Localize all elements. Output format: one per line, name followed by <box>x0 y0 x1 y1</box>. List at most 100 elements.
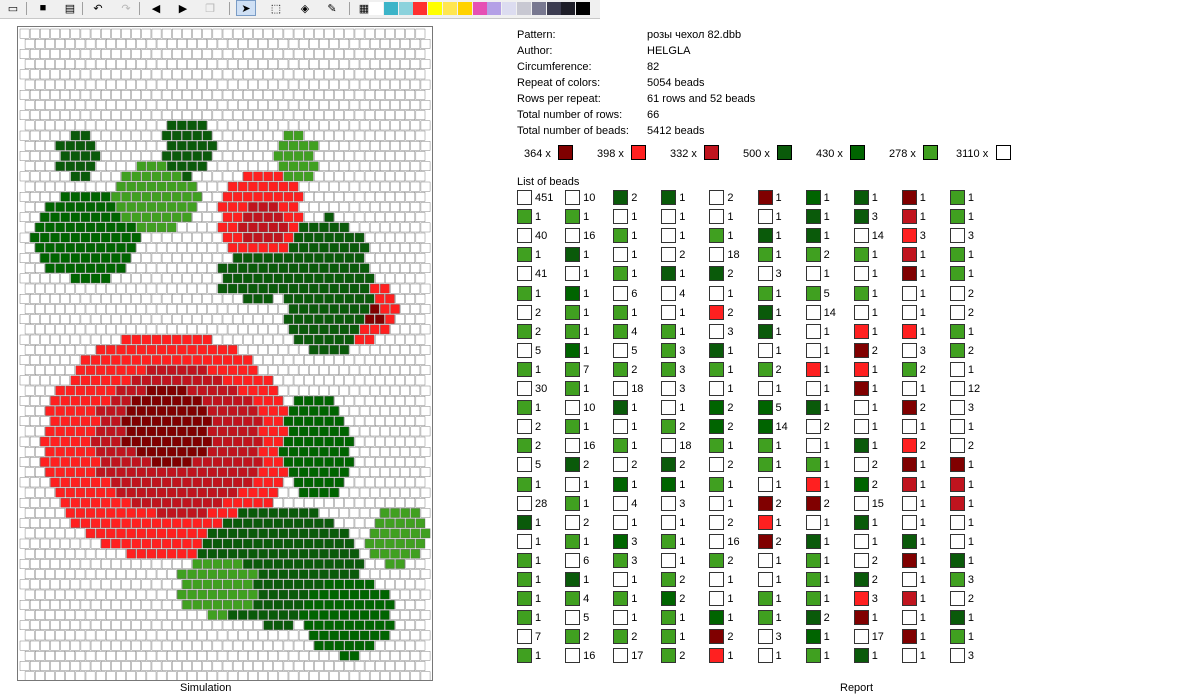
bead-list-item: 2 <box>757 495 806 514</box>
bead-count: 1 <box>967 192 975 204</box>
bead-count: 1 <box>967 268 975 281</box>
bead-count: 1 <box>583 383 590 395</box>
palette-color-swatch[interactable] <box>398 2 413 15</box>
palette-color-swatch[interactable] <box>472 2 487 15</box>
bead-list-item: 1 <box>757 572 806 590</box>
save-icon[interactable]: ■ <box>39 2 47 14</box>
bead-color-swatch <box>661 476 677 492</box>
palette-color-swatch[interactable] <box>546 2 561 15</box>
bead-color-swatch <box>709 285 725 301</box>
bead-list-item: 1 <box>709 342 757 361</box>
bead-list-item: 1 <box>613 514 661 533</box>
color-picker-icon[interactable]: ✎ <box>327 2 337 15</box>
bead-color-swatch <box>805 228 821 244</box>
bead-list-item: 2 <box>565 629 613 647</box>
bead-count: 1 <box>679 192 686 204</box>
palette-color-swatch[interactable] <box>517 2 531 15</box>
bead-color-swatch <box>565 533 581 549</box>
bead-list-item: 2 <box>661 572 709 590</box>
copy-icon[interactable]: ❐ <box>205 2 215 15</box>
bead-color-swatch <box>517 400 532 416</box>
bead-list-item: 1 <box>517 591 565 609</box>
bead-count: 1 <box>583 478 590 491</box>
palette-color-swatch[interactable] <box>383 2 398 15</box>
bead-count: 1 <box>823 574 830 586</box>
bead-count: 5 <box>583 612 590 625</box>
palette-color-swatch[interactable] <box>502 2 517 15</box>
bead-list-item: 1 <box>565 419 613 437</box>
redo-icon[interactable]: ↷ <box>121 2 131 15</box>
grid-icon[interactable]: ▦ <box>358 2 370 15</box>
bead-list-item: 1 <box>949 533 998 552</box>
palette-color-swatch[interactable] <box>561 2 576 15</box>
bead-color-swatch <box>517 457 532 473</box>
bead-count: 1 <box>823 478 830 491</box>
bead-color-swatch <box>613 572 629 587</box>
bead-count: 1 <box>679 268 686 281</box>
bead-list-item: 1 <box>853 514 902 533</box>
bead-color-swatch <box>565 400 581 416</box>
bead-color-swatch <box>565 228 581 244</box>
bead-color-swatch <box>709 190 725 205</box>
report-label: Report <box>840 682 874 694</box>
color-summary-item: 398 x <box>597 145 667 161</box>
bead-list-item: 1 <box>949 629 998 647</box>
palette-color-swatch[interactable] <box>457 2 472 15</box>
bead-count: 1 <box>631 230 638 243</box>
bead-pattern-canvas[interactable] <box>18 27 433 681</box>
bead-color-swatch <box>757 591 773 607</box>
bead-list-item: 2 <box>709 400 757 418</box>
toolbar: ▭ ■ ▤ ↶ ↷ ◀ ▶ ❐ ➤ ⬚ ◈ ✎ ▦ <box>0 0 600 19</box>
bead-list-item: 1 <box>901 285 950 304</box>
bead-list-item: 1 <box>853 648 902 666</box>
fill-bucket-icon[interactable]: ◈ <box>300 2 310 15</box>
bead-count: 1 <box>727 344 734 357</box>
print-icon[interactable]: ▤ <box>64 2 76 15</box>
bead-list-item: 2 <box>661 591 709 609</box>
palette-color-swatch[interactable] <box>413 2 428 15</box>
bead-color-swatch <box>853 400 869 416</box>
bead-color-swatch <box>565 629 581 645</box>
bead-list-item: 3 <box>709 323 757 342</box>
palette-color-swatch[interactable] <box>369 2 383 15</box>
bead-list-item: 5 <box>517 457 565 475</box>
palette-color-swatch[interactable] <box>428 2 443 15</box>
info-value: розы чехол 82.dbb <box>647 29 742 41</box>
bead-count: 1 <box>823 325 830 338</box>
bead-color-swatch <box>613 323 629 339</box>
palette-color-swatch[interactable] <box>443 2 457 15</box>
bead-color-swatch <box>565 457 581 473</box>
bead-list-item: 1 <box>853 266 902 284</box>
palette-color-swatch[interactable] <box>487 2 502 15</box>
simulation-pattern-panel[interactable] <box>17 26 433 681</box>
bead-color-swatch <box>517 438 532 454</box>
bead-color-swatch <box>853 457 869 473</box>
arrow-left-icon[interactable]: ◀ <box>151 2 161 15</box>
new-icon[interactable]: ▭ <box>7 2 19 15</box>
bead-list-item: 4 <box>661 285 709 304</box>
bead-color-swatch <box>853 629 869 645</box>
color-summary-item: 500 x <box>743 145 813 161</box>
pointer-icon[interactable]: ➤ <box>236 0 256 16</box>
undo-icon[interactable]: ↶ <box>93 2 103 15</box>
bead-count: 2 <box>727 421 734 434</box>
palette-color-swatch[interactable] <box>576 2 591 15</box>
arrow-right-icon[interactable]: ▶ <box>178 2 188 15</box>
bead-color-swatch <box>709 514 725 530</box>
bead-count: 2 <box>727 554 734 567</box>
bead-color-swatch <box>901 190 917 205</box>
color-swatch <box>996 145 1011 160</box>
bead-color-swatch <box>661 285 677 301</box>
bead-count: 1 <box>871 650 878 663</box>
bead-list-item: 1 <box>901 572 950 590</box>
bead-list-item: 1 <box>757 304 806 323</box>
bead-color-swatch <box>805 209 821 225</box>
bead-color-swatch <box>757 533 773 549</box>
bead-count: 2 <box>679 459 686 472</box>
select-rect-icon[interactable]: ⬚ <box>270 2 282 15</box>
bead-list-item: 1 <box>709 495 757 514</box>
palette-color-swatch[interactable] <box>531 2 546 15</box>
bead-count: 3 <box>631 554 638 567</box>
bead-list-item: 1 <box>565 572 613 590</box>
bead-list-item: 2 <box>613 361 661 380</box>
